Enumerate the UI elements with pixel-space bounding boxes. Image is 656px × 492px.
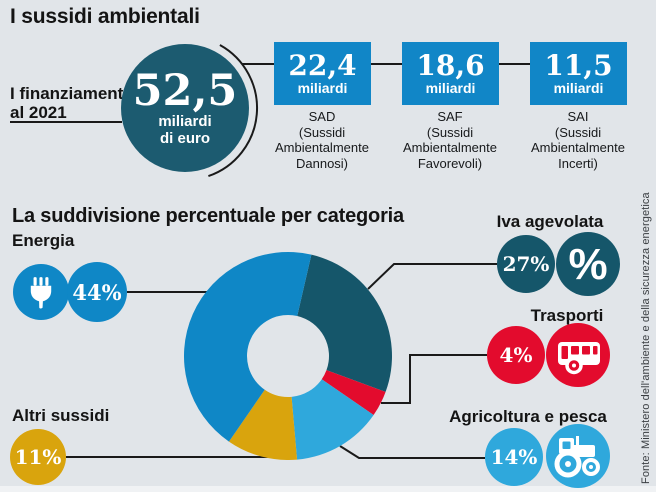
donut-slice-agricoltura-e-pesca — [291, 379, 374, 460]
page-title: I sussidi ambientali — [10, 5, 200, 28]
bottom-strip — [0, 486, 656, 492]
iva-icon-circle: % — [556, 232, 620, 296]
caption-sad: SAD (Sussidi Ambientalmente Dannosi) — [275, 109, 369, 171]
trasporti-percent-bubble: 4% — [487, 326, 545, 384]
value-box-sai: 11,5 miliardi — [530, 42, 627, 105]
donut-chart — [184, 252, 392, 460]
iva-connector — [367, 263, 497, 290]
value-box-saf: 18,6 miliardi — [402, 42, 499, 105]
caption-sai: SAI (Sussidi Ambientalmente Incerti) — [531, 109, 625, 171]
caption-saf: SAF (Sussidi Ambientalmente Favorevoli) — [403, 109, 497, 171]
donut-slice-altri-sussidi — [228, 389, 298, 460]
source-note: Fonte: Ministero dell'ambiente e della s… — [640, 192, 652, 484]
value-box-sad: 22,4 miliardi — [274, 42, 371, 105]
agricoltura-connector — [339, 445, 485, 459]
energia-icon-circle — [13, 264, 69, 320]
label-altri: Altri sussidi — [12, 406, 110, 425]
agricoltura-percent-bubble: 14% — [485, 428, 543, 486]
iva-percent-bubble: 27% — [497, 235, 555, 293]
label-agricoltura: Agricoltura e pesca — [449, 407, 607, 426]
financing-label: I finanziamenti al 2021 — [10, 84, 129, 122]
total-value: 52,5 — [132, 66, 238, 116]
agricoltura-icon-circle — [546, 424, 610, 488]
bus-icon — [558, 342, 600, 375]
donut-slice-iva-agevolata — [297, 254, 392, 392]
plug-icon — [30, 277, 52, 309]
energia-percent-bubble: 44% — [67, 262, 127, 322]
tractor-icon — [554, 436, 600, 478]
trasporti-connector — [381, 354, 487, 404]
label-iva: Iva agevolata — [496, 212, 604, 231]
donut-slice-energia — [184, 252, 312, 442]
donut-slice-trasporti — [321, 370, 386, 416]
altri-percent-bubble: 11% — [10, 429, 66, 485]
section-title: La suddivisione percentuale per categori… — [12, 205, 404, 227]
percent-icon: % — [568, 240, 607, 289]
total-unit: miliardi di euro — [158, 113, 212, 147]
trasporti-icon-circle — [546, 323, 610, 387]
label-trasporti: Trasporti — [530, 306, 604, 325]
svg-text:%: % — [568, 240, 607, 289]
total-circle-arc — [208, 44, 259, 178]
label-energia: Energia — [12, 231, 75, 250]
total-amount-circle: 52,5 miliardi di euro — [121, 44, 249, 172]
